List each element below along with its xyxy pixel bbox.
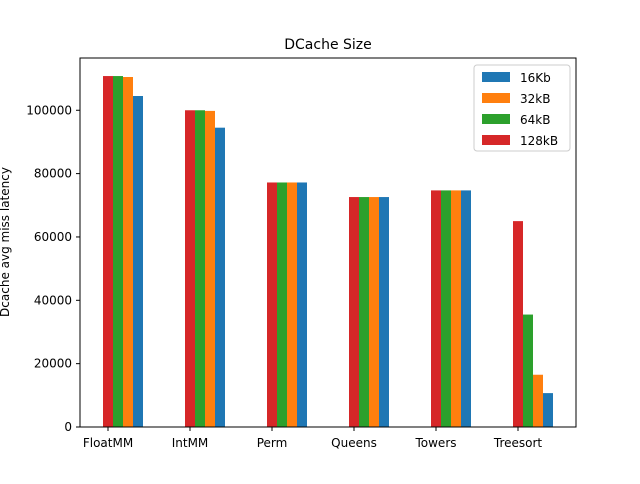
legend-swatch-64kb [482, 114, 510, 124]
legend-label-64kb: 64kB [520, 113, 550, 127]
bar-intmm-16kb [215, 127, 225, 427]
bar-perm-64kb [277, 182, 287, 427]
legend-box [473, 64, 571, 152]
bar-queens-32kb [369, 197, 379, 427]
bar-queens-64kb [359, 197, 369, 427]
bar-treesort-32kb [533, 374, 543, 427]
bar-towers-128kb [431, 190, 441, 427]
bar-treesort-16kb [543, 393, 553, 427]
y-tick-label: 0 [64, 420, 72, 434]
bar-floatmm-32kb [123, 77, 133, 427]
bar-towers-16kb [461, 190, 471, 427]
x-tick-label: FloatMM [83, 436, 133, 450]
x-tick-label: IntMM [172, 436, 209, 450]
bar-intmm-128kb [185, 110, 195, 427]
bar-intmm-32kb [205, 110, 215, 428]
bar-treesort-64kb [523, 314, 533, 427]
x-tick-label: Towers [414, 436, 456, 450]
legend-label-128kb: 128kB [520, 134, 558, 148]
legend-swatch-16kb [482, 72, 510, 82]
axes: FloatMM IntMM Perm Queens Towers Treesort 0 200… [26, 57, 577, 450]
chart-title: DCache Size [284, 37, 372, 53]
legend: 16Kb 32kB 64kB 128kB [473, 64, 571, 152]
bar-towers-32kb [451, 190, 461, 427]
y-tick-label: 80000 [34, 167, 72, 181]
y-axis-label: Dcache avg miss latency [0, 167, 12, 317]
y-tick-label: 40000 [34, 293, 72, 307]
x-tick-label: Perm [257, 436, 288, 450]
bar-towers-64kb [441, 190, 451, 427]
legend-swatch-32kb [482, 93, 510, 103]
bar-treesort-128kb [513, 221, 523, 427]
bar-queens-16kb [379, 197, 389, 427]
bar-floatmm-16kb [133, 96, 143, 428]
bar-perm-16kb [297, 182, 307, 427]
bar-floatmm-64kb [113, 76, 123, 427]
bars [103, 76, 553, 428]
bar-intmm-64kb [195, 110, 205, 427]
bar-perm-32kb [287, 182, 297, 427]
legend-swatch-128kb [482, 135, 510, 145]
x-tick-label: Queens [331, 436, 377, 450]
y-tick-label: 20000 [34, 357, 72, 371]
bar-floatmm-128kb [103, 76, 113, 427]
legend-label-16kb: 16Kb [520, 71, 551, 85]
y-tick-label: 60000 [34, 230, 72, 244]
plot-frame [79, 57, 577, 428]
x-tick-label: Treesort [493, 436, 543, 450]
legend-label-32kb: 32kB [520, 92, 550, 106]
bar-perm-128kb [267, 182, 277, 427]
bar-queens-128kb [349, 197, 359, 427]
y-tick-label: 100000 [26, 103, 72, 117]
